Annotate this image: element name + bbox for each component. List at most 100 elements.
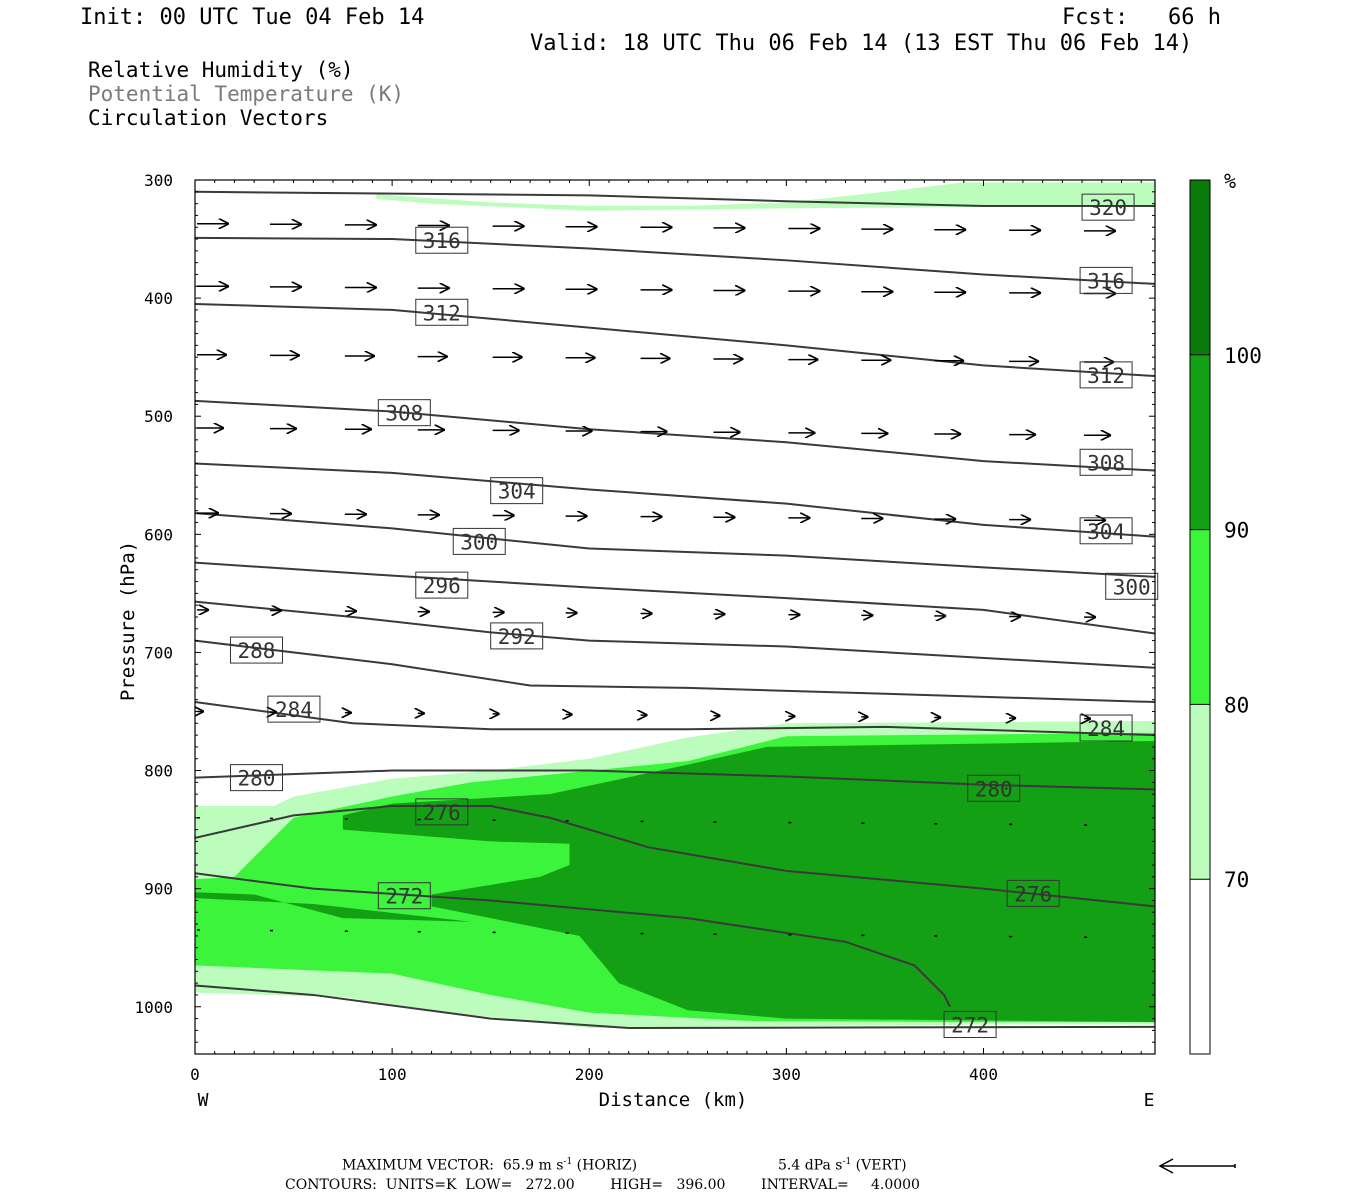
contour-label-text: 320 <box>1089 196 1127 220</box>
contour-label: 288 <box>229 636 283 664</box>
colorbar-frame <box>1189 179 1211 1055</box>
contour-label: 316 <box>415 226 469 254</box>
y-tick-label: 500 <box>144 407 173 426</box>
contour-label-text: 272 <box>951 1013 989 1037</box>
contour-label: 312 <box>1079 361 1133 389</box>
contour-label-text: 272 <box>385 885 423 909</box>
contour-label-box <box>1079 517 1133 545</box>
rh-region-90-3 <box>195 892 471 922</box>
contour-label-text: 280 <box>975 777 1013 801</box>
contour-label-box <box>490 622 544 650</box>
colorbar-label: 100 <box>1224 344 1262 368</box>
field-rh-title: Relative Humidity (%) <box>88 58 354 82</box>
contour-label: 272 <box>377 882 431 910</box>
west-label: W <box>198 1090 209 1111</box>
theta-contour-312-11 <box>195 303 1155 378</box>
contour-label: 316 <box>1079 266 1133 294</box>
contour-label-box <box>1105 572 1159 600</box>
contour-label-text: 300 <box>1113 575 1151 599</box>
contour-label-box <box>943 1010 997 1038</box>
init-time: Init: 00 UTC Tue 04 Feb 14 <box>80 5 425 30</box>
contour-label: 284 <box>267 695 321 723</box>
x-axis-label: Distance (km) <box>599 1089 748 1111</box>
y-tick-label: 900 <box>144 880 173 899</box>
contour-label: 272 <box>943 1010 997 1038</box>
theta-contour-284-4 <box>195 701 1155 737</box>
contour-label-box <box>1079 448 1133 476</box>
contour-label-box <box>415 798 469 826</box>
contour-label-text: 316 <box>423 229 461 253</box>
max-horiz-label: (HORIZ) <box>572 1157 638 1174</box>
theta-contour-272-1 <box>195 872 951 1008</box>
contour-label-text: 296 <box>423 574 461 598</box>
contour-label: 300 <box>452 527 506 555</box>
contour-label: 280 <box>229 764 283 792</box>
colorbar-segment <box>1190 879 1210 1054</box>
colorbar-label: 80 <box>1224 693 1249 717</box>
x-tick-label: 300 <box>772 1065 801 1084</box>
contour-label-text: 288 <box>238 639 276 663</box>
x-tick-label: 100 <box>378 1065 407 1084</box>
contour-label-text: 292 <box>498 625 536 649</box>
colorbar-segment <box>1190 529 1210 705</box>
contour-label: 276 <box>1006 879 1060 907</box>
forecast-hour: Fcst: 66 h <box>1062 5 1221 30</box>
theta-contour-316-12 <box>195 236 1155 285</box>
max-vert-exponent: -1 <box>842 1157 852 1167</box>
colorbar-segment <box>1190 704 1210 880</box>
contour-label-box <box>490 477 544 505</box>
contour-label: 308 <box>1079 448 1133 476</box>
y-tick-label: 800 <box>144 762 173 781</box>
contour-label-box <box>229 636 283 664</box>
theta-contour-288-5 <box>195 639 1155 704</box>
contour-label-box <box>377 882 431 910</box>
contour-label-text: 308 <box>385 402 423 426</box>
colorbar-unit: % <box>1224 169 1236 193</box>
y-tick-label: 400 <box>144 289 173 308</box>
contour-label-box <box>1006 879 1060 907</box>
contour-label-text: 312 <box>423 301 461 325</box>
reference-vector-arrow <box>1158 1158 1236 1174</box>
field-vectors-title: Circulation Vectors <box>88 106 329 130</box>
y-axis-label: Pressure (hPa) <box>117 541 139 701</box>
contour-label: 296 <box>415 571 469 599</box>
y-tick-label: 1000 <box>134 998 173 1017</box>
contour-label: 280 <box>967 774 1021 802</box>
contour-label: 284 <box>1079 714 1133 742</box>
contour-label: 304 <box>490 477 544 505</box>
colorbar-label: 90 <box>1224 519 1249 543</box>
contour-label-text: 308 <box>1087 451 1125 475</box>
max-vert-note: 5.4 dPa s-1 (VERT) <box>778 1157 907 1174</box>
y-tick-label: 700 <box>144 643 173 662</box>
colorbar-label: 70 <box>1224 868 1249 892</box>
theta-contour-308-10 <box>195 399 1155 472</box>
contour-label: 304 <box>1079 517 1133 545</box>
contour-label-box <box>1081 193 1135 221</box>
contour-label: 320 <box>1081 193 1135 221</box>
contour-label-text: 316 <box>1087 269 1125 293</box>
contour-label-box <box>452 527 506 555</box>
contour-label-box <box>1079 714 1133 742</box>
contour-label: 292 <box>490 622 544 650</box>
colorbar-segment <box>1190 354 1210 530</box>
contour-label-text: 304 <box>498 480 536 504</box>
contour-label: 300 <box>1105 572 1159 600</box>
contour-label-text: 312 <box>1087 364 1125 388</box>
field-theta-title: Potential Temperature (K) <box>88 82 405 106</box>
x-tick-label: 400 <box>969 1065 998 1084</box>
contour-label-box <box>967 774 1021 802</box>
contour-label-text: 280 <box>238 767 276 791</box>
contour-label: 308 <box>377 399 431 427</box>
contour-label-text: 284 <box>275 698 313 722</box>
y-tick-label: 600 <box>144 525 173 544</box>
y-tick-label: 300 <box>144 171 173 190</box>
theta-contour-280-3 <box>195 769 1155 791</box>
contour-label-box <box>1079 361 1133 389</box>
contour-label: 312 <box>415 298 469 326</box>
rh-region-70-0 <box>376 182 1155 211</box>
rh-region-90-4 <box>342 741 1155 1023</box>
theta-contour-304-9 <box>195 462 1155 538</box>
max-vert-text: 5.4 dPa s <box>778 1157 843 1174</box>
theta-contour-296-7 <box>195 561 1155 635</box>
